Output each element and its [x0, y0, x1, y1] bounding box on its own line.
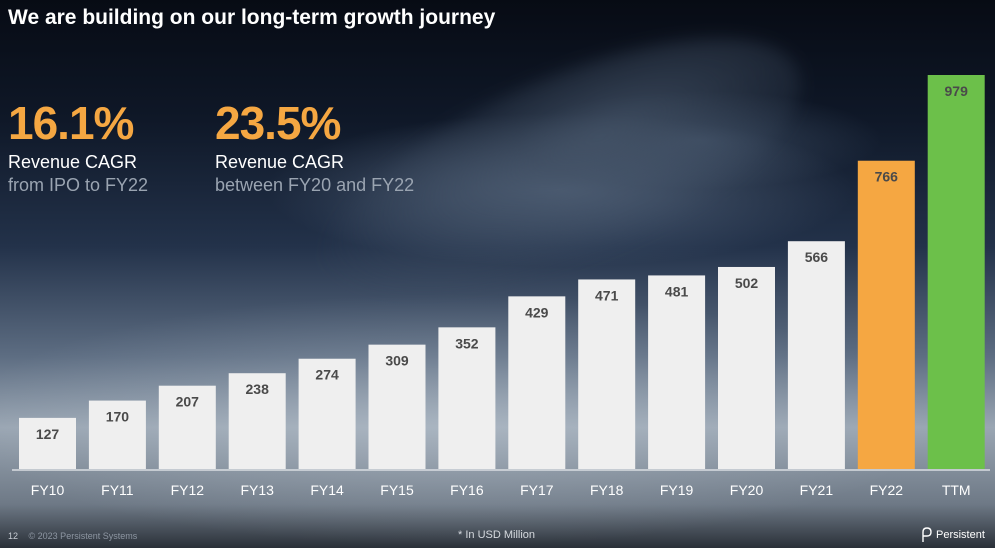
slide-title: We are building on our long-term growth … [8, 6, 496, 29]
page-number: 12 [8, 531, 19, 541]
bar-fy14 [298, 358, 356, 469]
data-label-fy13: 238 [246, 381, 270, 397]
stat-sublabel: between FY20 and FY22 [215, 175, 415, 195]
data-label-fy10: 127 [36, 426, 60, 442]
tick-label-fy17: FY17 [520, 482, 554, 498]
data-label-fy22: 766 [875, 169, 899, 185]
tick-label-fy20: FY20 [730, 482, 764, 498]
bar-fy21 [787, 241, 845, 469]
data-label-fy17: 429 [525, 304, 549, 320]
tick-label-fy11: FY11 [101, 482, 134, 498]
tick-label-fy13: FY13 [240, 482, 274, 498]
copyright: © 2023 Persistent Systems [28, 531, 138, 541]
data-label-fy11: 170 [106, 409, 130, 425]
tick-label-fy12: FY12 [171, 482, 205, 498]
bar-fy16 [438, 327, 496, 469]
stat-label: Revenue CAGR [8, 152, 138, 172]
tick-label-fy19: FY19 [660, 482, 694, 498]
data-label-fy14: 274 [315, 367, 339, 383]
stat-cagr-ipo: 16.1% Revenue CAGR from IPO to FY22 [8, 100, 148, 196]
tick-label-fy22: FY22 [870, 482, 904, 498]
data-label-fy16: 352 [455, 335, 479, 351]
stat-sublabel: from IPO to FY22 [8, 175, 149, 195]
bar-fy19 [648, 275, 706, 469]
tick-label-fy18: FY18 [590, 482, 624, 498]
tick-label-fy14: FY14 [310, 482, 344, 498]
data-label-fy12: 207 [176, 394, 200, 410]
brand-name: Persistent [936, 529, 985, 541]
data-label-fy19: 481 [665, 283, 689, 299]
tick-label-fy15: FY15 [380, 482, 414, 498]
tick-label-ttm: TTM [942, 482, 971, 498]
stat-label: Revenue CAGR [215, 152, 345, 172]
data-label-ttm: 979 [945, 83, 969, 99]
data-label-fy21: 566 [805, 249, 829, 265]
bar-fy12 [158, 385, 216, 469]
bar-fy18 [578, 279, 636, 469]
brand-logo: Persistent [920, 527, 985, 543]
stat-value: 16.1% [8, 97, 134, 149]
tick-label-fy16: FY16 [450, 482, 484, 498]
footnote: * In USD Million [458, 529, 536, 541]
data-label-fy15: 309 [385, 353, 409, 369]
tick-label-fy21: FY21 [800, 482, 834, 498]
bar-fy11 [88, 400, 146, 469]
bar-fy15 [368, 344, 426, 469]
bar-fy20 [718, 266, 775, 469]
bar-fy10 [19, 417, 76, 469]
tick-label-fy10: FY10 [31, 482, 65, 498]
bar-fy22 [857, 160, 915, 469]
bar-fy17 [508, 296, 566, 469]
stat-cagr-fy20-fy22: 23.5% Revenue CAGR between FY20 and FY22 [215, 100, 414, 196]
bar-fy13 [228, 373, 286, 469]
bar-ttm [927, 75, 985, 469]
data-label-fy20: 502 [735, 275, 759, 291]
footer: 12 © 2023 Persistent Systems [8, 531, 137, 541]
stat-value: 23.5% [215, 97, 341, 149]
persistent-logo-icon [922, 527, 932, 542]
data-label-fy18: 471 [595, 287, 619, 303]
